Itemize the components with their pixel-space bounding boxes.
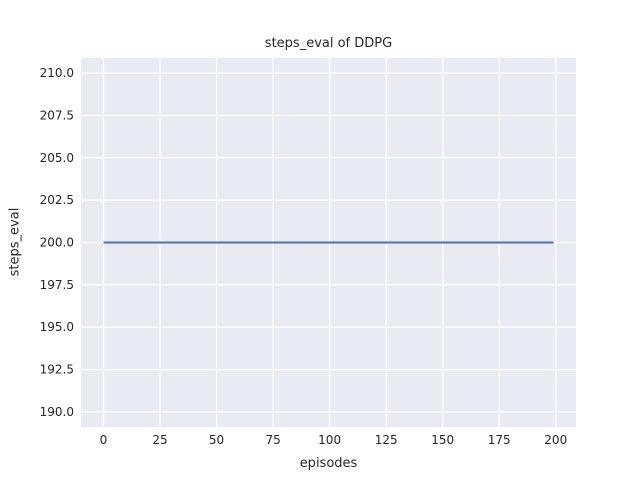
x-tick-label: 75 xyxy=(265,433,280,447)
x-axis-label: episodes xyxy=(299,456,358,471)
x-tick-label: 200 xyxy=(544,433,567,447)
y-tick-label: 210.0 xyxy=(40,66,74,80)
y-tick-label: 200.0 xyxy=(40,236,74,250)
chart-title: steps_eval of DDPG xyxy=(264,36,393,51)
x-tick-label: 175 xyxy=(488,433,511,447)
x-tick-label: 100 xyxy=(318,433,341,447)
y-tick-label: 195.0 xyxy=(40,320,74,334)
y-tick-label: 197.5 xyxy=(40,278,74,292)
y-tick-label: 192.5 xyxy=(40,363,74,377)
x-tick-label: 50 xyxy=(209,433,224,447)
y-tick-label: 202.5 xyxy=(40,193,74,207)
y-tick-label: 207.5 xyxy=(40,108,74,122)
x-tick-label: 25 xyxy=(152,433,167,447)
x-tick-label: 125 xyxy=(375,433,398,447)
y-tick-label: 190.0 xyxy=(40,405,74,419)
y-axis-label: steps_eval xyxy=(7,207,23,277)
y-tick-label: 205.0 xyxy=(40,151,74,165)
x-tick-label: 0 xyxy=(100,433,108,447)
x-tick-label: 150 xyxy=(431,433,454,447)
